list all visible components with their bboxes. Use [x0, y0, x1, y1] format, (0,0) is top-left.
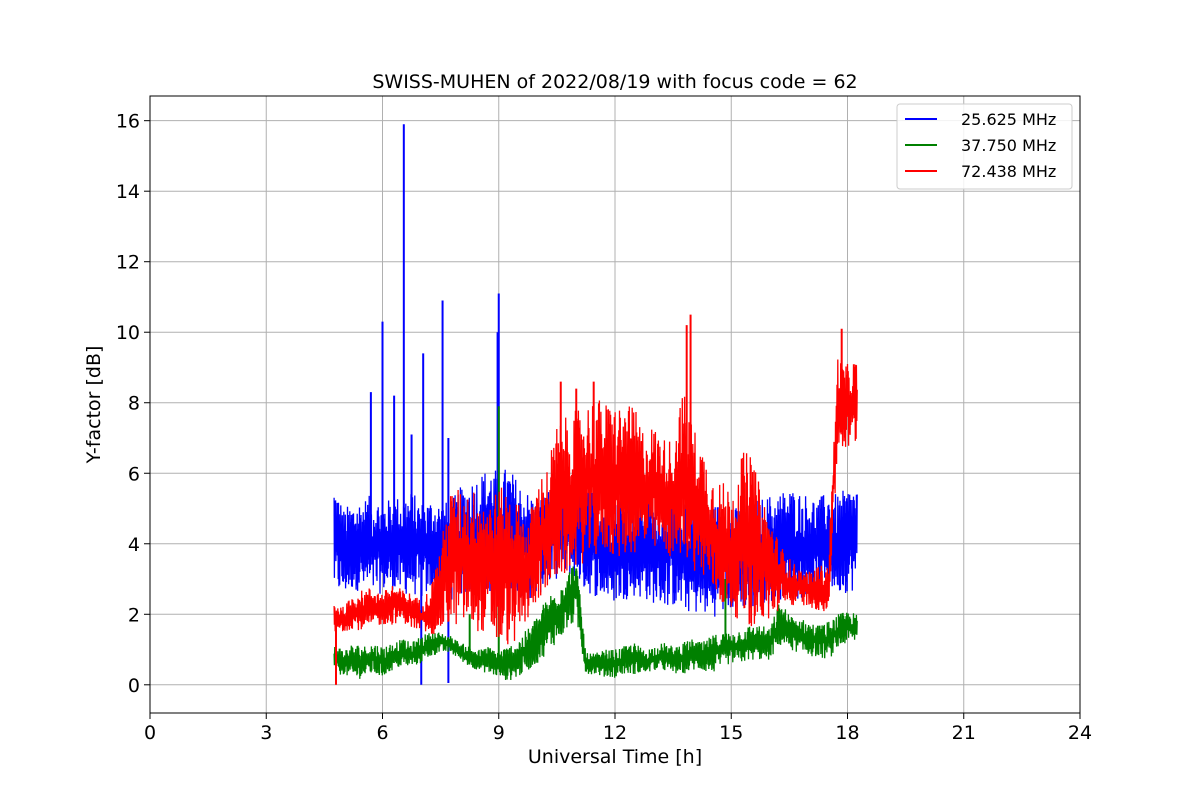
x-tick-label: 24: [1068, 722, 1092, 744]
legend-label: 37.750 MHz: [961, 136, 1056, 155]
y-tick-label: 8: [128, 393, 140, 415]
x-tick-label: 21: [952, 722, 976, 744]
series-layer: [333, 124, 858, 685]
legend-box: [896, 103, 1073, 190]
legend-label: 72.438 MHz: [961, 162, 1056, 181]
chart-title: SWISS-MUHEN of 2022/08/19 with focus cod…: [372, 71, 857, 93]
x-axis-title: Universal Time [h]: [528, 746, 702, 768]
x-tick-label: 18: [835, 722, 859, 744]
x-tick-label: 9: [493, 722, 505, 744]
series-line: [333, 359, 858, 645]
y-tick-label: 10: [116, 322, 140, 344]
x-tick-label: 6: [376, 722, 388, 744]
x-tick-label: 15: [719, 722, 743, 744]
legend-label: 25.625 MHz: [961, 110, 1056, 129]
y-axis-title: Y-factor [dB]: [83, 346, 105, 465]
y-tick-label: 6: [128, 463, 140, 485]
y-tick-label: 16: [116, 111, 140, 133]
legend: 25.625 MHz 37.750 MHz 72.438 MHz: [896, 103, 1073, 190]
x-tick-label: 0: [144, 722, 156, 744]
y-tick-label: 4: [128, 534, 140, 556]
x-tick-label: 12: [603, 722, 627, 744]
y-axis: 0 2 4 6 8 10 12 14 16: [116, 111, 150, 697]
y-tick-label: 0: [128, 675, 140, 697]
y-tick-label: 12: [116, 252, 140, 274]
series-line: [333, 566, 858, 681]
x-tick-label: 3: [260, 722, 272, 744]
y-tick-label: 2: [128, 604, 140, 626]
y-tick-label: 14: [116, 181, 140, 203]
x-axis: 0 3 6 9 12 15 18 21 24: [144, 713, 1092, 744]
